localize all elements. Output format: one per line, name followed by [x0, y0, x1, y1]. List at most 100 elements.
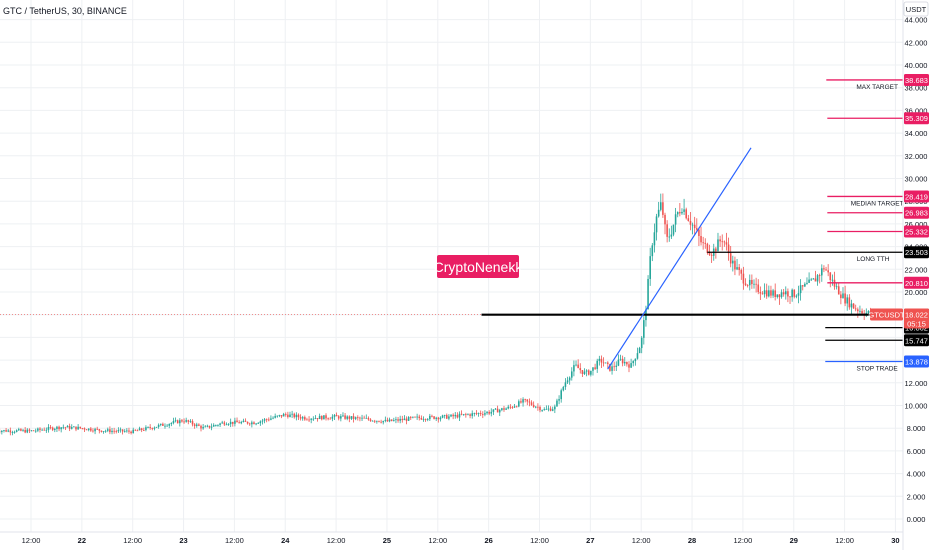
candle	[579, 368, 582, 371]
currency-label-box[interactable]	[903, 1, 929, 17]
median-target-price-tag-text: 28.419	[905, 192, 928, 201]
candle	[102, 431, 105, 433]
candle	[558, 399, 560, 401]
candle	[736, 267, 738, 270]
candle	[522, 399, 524, 403]
candle	[816, 275, 819, 282]
symbol-tag	[870, 308, 903, 321]
candle	[854, 308, 857, 310]
candle	[26, 429, 29, 433]
candle	[41, 429, 43, 431]
candle	[793, 289, 796, 297]
y-tick-label: 34.000	[905, 129, 928, 138]
candle	[643, 320, 645, 338]
candle	[670, 234, 673, 237]
candle	[433, 416, 435, 419]
candle	[367, 417, 370, 420]
candle	[9, 430, 12, 433]
candle	[111, 430, 113, 433]
candle	[526, 399, 529, 402]
candle	[827, 270, 829, 273]
candle	[340, 416, 342, 419]
candle	[356, 417, 359, 419]
candle	[518, 401, 520, 407]
candle	[484, 413, 486, 415]
chart-title: GTC / TetherUS, 30, BINANCE	[3, 6, 127, 16]
candle	[799, 285, 802, 294]
candle	[740, 269, 743, 274]
candle	[47, 427, 50, 430]
candle	[79, 426, 82, 429]
candle	[149, 426, 151, 429]
candle	[710, 254, 713, 256]
candle	[363, 417, 365, 419]
currency-label[interactable]: USDT	[903, 1, 929, 17]
candle	[39, 428, 41, 430]
candle	[429, 415, 431, 420]
candle	[75, 426, 77, 430]
candle	[681, 211, 683, 214]
countdown-text: 05:15	[907, 319, 926, 328]
candle	[115, 431, 118, 432]
candle	[329, 418, 332, 420]
candle	[662, 202, 664, 215]
candle	[24, 429, 26, 433]
candle	[388, 419, 391, 422]
candle	[844, 293, 846, 304]
candle	[318, 415, 321, 420]
trendline-line[interactable]	[607, 147, 752, 370]
price-axis[interactable]: 0.0002.0004.0006.0008.00010.00012.00014.…	[905, 16, 928, 524]
candle	[261, 420, 264, 422]
currency-label-text[interactable]: USDT	[906, 5, 927, 14]
candle	[100, 430, 103, 432]
candle	[479, 413, 482, 415]
x-tick-label: 12:00	[428, 536, 447, 545]
candles	[0, 193, 872, 436]
candle	[619, 358, 622, 360]
trendline[interactable]	[607, 147, 752, 370]
median-target-price-tag	[904, 190, 929, 203]
time-axis[interactable]: 12:00 22 12:00 23 12:00 24 12:00 25 12:00 26 12:00…	[22, 536, 900, 545]
y-tick-label: 40.000	[905, 61, 928, 70]
candle	[748, 279, 751, 286]
candle	[746, 285, 749, 286]
candle	[791, 289, 793, 298]
candle	[831, 279, 834, 281]
candle	[630, 363, 632, 368]
candle	[412, 416, 414, 418]
candle	[441, 415, 444, 418]
candle	[808, 279, 810, 283]
y-tick-label: 32.000	[905, 152, 928, 161]
x-tick-label: 12:00	[123, 536, 142, 545]
candle	[511, 406, 514, 408]
candle	[54, 428, 56, 430]
candle	[691, 224, 694, 226]
candle	[859, 310, 861, 312]
candle	[583, 371, 586, 374]
candle	[274, 416, 276, 418]
candle	[242, 420, 245, 423]
candle	[846, 297, 849, 304]
candle	[393, 420, 395, 421]
candle	[403, 418, 406, 421]
candle	[306, 419, 308, 421]
candle	[562, 386, 565, 391]
target-25-price-tag-text: 25.332	[905, 227, 928, 236]
candle	[162, 423, 164, 426]
candle	[34, 430, 37, 432]
candle	[649, 256, 651, 279]
candle	[397, 419, 399, 421]
y-tick-label: 42.000	[905, 38, 928, 47]
candle	[721, 241, 724, 243]
candle	[507, 406, 510, 409]
candle	[772, 290, 774, 296]
candle	[200, 425, 202, 429]
candle	[676, 212, 679, 215]
y-tick-label: 0.000	[907, 515, 926, 524]
max-target-price-tag-text: 38.683	[905, 76, 928, 85]
candle	[683, 209, 685, 212]
candle	[666, 224, 668, 237]
candle	[299, 417, 302, 419]
candle	[543, 409, 546, 411]
